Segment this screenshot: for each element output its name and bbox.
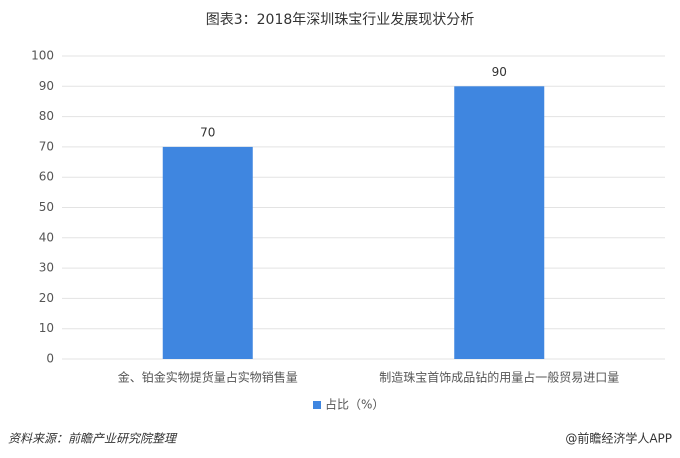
data-label: 70: [200, 125, 215, 139]
y-tick-label: 90: [39, 79, 54, 93]
y-tick-label: 80: [39, 109, 54, 123]
y-tick-label: 70: [39, 139, 54, 153]
y-tick-label: 50: [39, 200, 54, 214]
y-tick-label: 60: [39, 170, 54, 184]
data-label: 90: [492, 65, 507, 79]
credit: @前瞻经济学人APP: [565, 431, 672, 446]
y-tick-label: 0: [46, 352, 54, 366]
y-tick-label: 100: [31, 49, 54, 63]
y-tick-label: 20: [39, 291, 54, 305]
x-tick-label: 金、铂金实物提货量占实物销售量: [118, 370, 298, 385]
chart-title: 图表3：2018年深圳珠宝行业发展现状分析: [206, 12, 475, 28]
y-tick-label: 10: [39, 321, 54, 335]
bar: [162, 146, 253, 359]
source-note: 资料来源：前瞻产业研究院整理: [8, 432, 178, 446]
x-tick-label: 制造珠宝首饰成品钻的用量占一般贸易进口量: [379, 370, 619, 385]
y-tick-label: 30: [39, 261, 54, 275]
legend-label: 占比（%）: [325, 397, 384, 412]
legend-swatch: [313, 401, 321, 409]
y-tick-label: 40: [39, 230, 54, 244]
bar: [454, 86, 545, 360]
